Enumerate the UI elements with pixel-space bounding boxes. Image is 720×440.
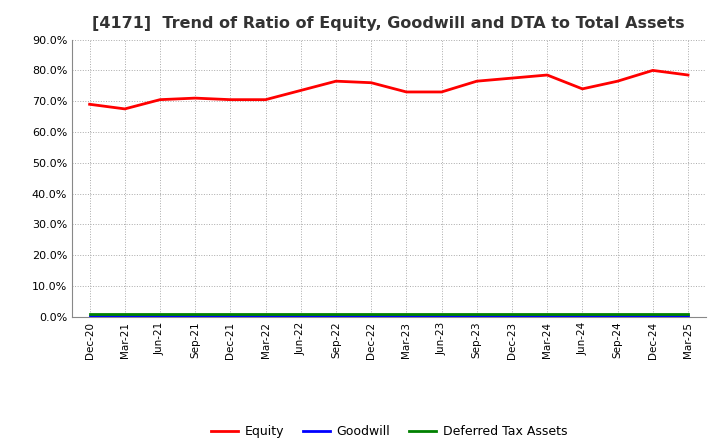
Deferred Tax Assets — [156, 311, 164, 316]
Deferred Tax Assets — [297, 311, 305, 316]
Goodwill — [649, 313, 657, 319]
Equity — [261, 97, 270, 102]
Equity — [156, 97, 164, 102]
Goodwill — [508, 313, 516, 319]
Equity — [332, 78, 341, 84]
Deferred Tax Assets — [543, 311, 552, 316]
Deferred Tax Assets — [649, 311, 657, 316]
Equity — [367, 80, 376, 85]
Goodwill — [332, 313, 341, 319]
Deferred Tax Assets — [332, 311, 341, 316]
Deferred Tax Assets — [226, 311, 235, 316]
Goodwill — [85, 313, 94, 319]
Goodwill — [120, 313, 129, 319]
Deferred Tax Assets — [367, 311, 376, 316]
Goodwill — [402, 313, 410, 319]
Goodwill — [684, 313, 693, 319]
Deferred Tax Assets — [508, 311, 516, 316]
Goodwill — [226, 313, 235, 319]
Equity — [226, 97, 235, 102]
Equity — [578, 86, 587, 92]
Equity — [191, 95, 199, 101]
Line: Equity: Equity — [89, 70, 688, 109]
Equity — [437, 89, 446, 95]
Equity — [85, 102, 94, 107]
Deferred Tax Assets — [613, 311, 622, 316]
Goodwill — [261, 313, 270, 319]
Goodwill — [437, 313, 446, 319]
Goodwill — [613, 313, 622, 319]
Goodwill — [297, 313, 305, 319]
Deferred Tax Assets — [191, 311, 199, 316]
Title: [4171]  Trend of Ratio of Equity, Goodwill and DTA to Total Assets: [4171] Trend of Ratio of Equity, Goodwil… — [92, 16, 685, 32]
Equity — [684, 72, 693, 77]
Deferred Tax Assets — [120, 311, 129, 316]
Deferred Tax Assets — [437, 311, 446, 316]
Goodwill — [472, 313, 481, 319]
Equity — [508, 75, 516, 81]
Deferred Tax Assets — [402, 311, 410, 316]
Goodwill — [543, 313, 552, 319]
Equity — [402, 89, 410, 95]
Goodwill — [191, 313, 199, 319]
Goodwill — [367, 313, 376, 319]
Deferred Tax Assets — [472, 311, 481, 316]
Deferred Tax Assets — [261, 311, 270, 316]
Equity — [472, 78, 481, 84]
Goodwill — [578, 313, 587, 319]
Goodwill — [156, 313, 164, 319]
Equity — [297, 88, 305, 93]
Legend: Equity, Goodwill, Deferred Tax Assets: Equity, Goodwill, Deferred Tax Assets — [205, 420, 572, 440]
Deferred Tax Assets — [684, 311, 693, 316]
Equity — [613, 78, 622, 84]
Equity — [120, 106, 129, 111]
Deferred Tax Assets — [85, 311, 94, 316]
Deferred Tax Assets — [578, 311, 587, 316]
Equity — [649, 68, 657, 73]
Equity — [543, 72, 552, 77]
